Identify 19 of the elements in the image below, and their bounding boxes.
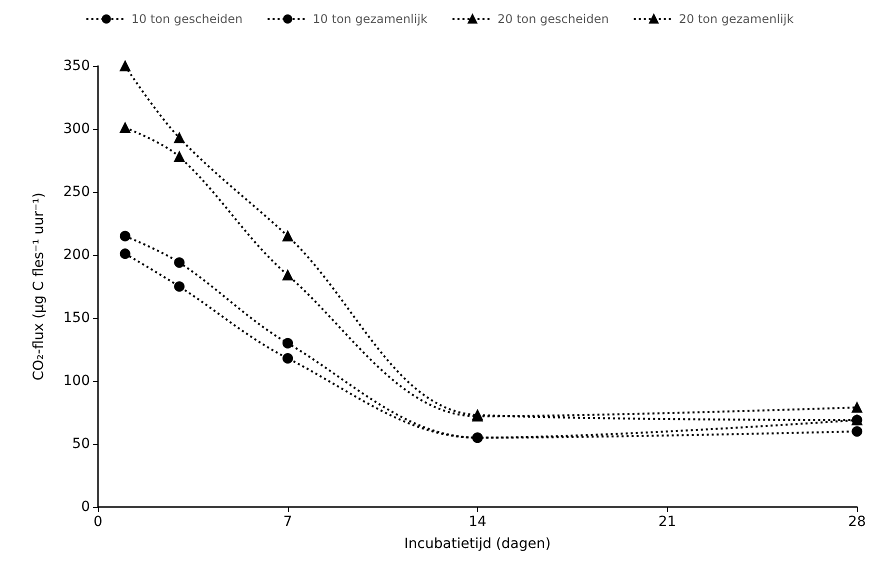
- legend-label: 10 ton gescheiden: [131, 12, 243, 26]
- y-tick-label: 200: [63, 247, 90, 263]
- legend-label: 10 ton gezamenlijk: [312, 12, 428, 26]
- x-tick-label: 28: [848, 514, 866, 530]
- x-axis-title: Incubatietijd (dagen): [404, 536, 551, 552]
- y-tick-label: 150: [63, 310, 90, 326]
- x-tick-label: 0: [94, 514, 102, 530]
- y-tick-label: 350: [63, 58, 90, 74]
- y-tick-label: 300: [63, 121, 90, 137]
- x-tick-label: 21: [658, 514, 676, 530]
- y-axis-title: CO₂-flux (µg C fles⁻¹ uur⁻¹): [31, 192, 47, 380]
- y-tick-label: 50: [72, 436, 90, 452]
- y-tick-label: 100: [63, 373, 90, 389]
- legend-label: 20 ton gezamenlijk: [678, 12, 794, 26]
- x-tick-label: 7: [283, 514, 292, 530]
- y-tick-label: 250: [63, 184, 90, 200]
- y-tick-label: 0: [81, 499, 90, 515]
- legend-label: 20 ton gescheiden: [498, 12, 609, 26]
- x-tick-label: 14: [468, 514, 486, 530]
